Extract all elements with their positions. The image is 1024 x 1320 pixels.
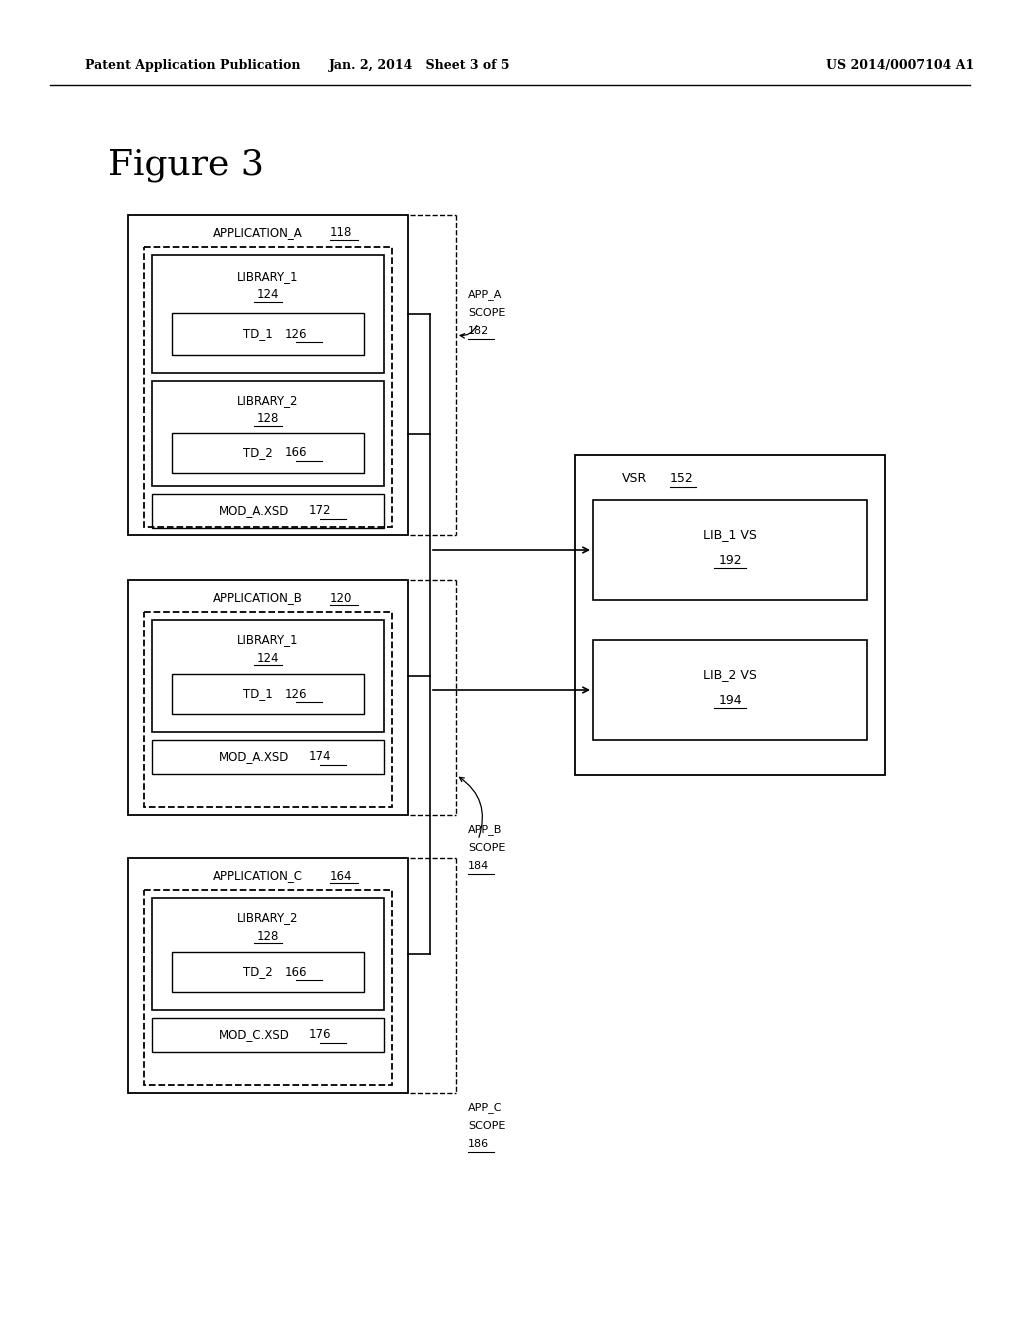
Text: LIBRARY_1: LIBRARY_1 <box>238 634 299 647</box>
Text: LIBRARY_2: LIBRARY_2 <box>238 912 299 924</box>
Text: 172: 172 <box>309 504 331 517</box>
Text: 128: 128 <box>257 412 280 425</box>
Bar <box>593 500 867 601</box>
Text: TD_1: TD_1 <box>243 327 272 341</box>
Text: 164: 164 <box>330 870 352 883</box>
Text: LIB_2 VS: LIB_2 VS <box>703 668 757 681</box>
Text: SCOPE: SCOPE <box>468 843 506 853</box>
Bar <box>144 890 392 1085</box>
Bar <box>144 612 392 807</box>
Bar <box>172 675 364 714</box>
Text: 128: 128 <box>257 929 280 942</box>
Text: 152: 152 <box>670 473 693 486</box>
Text: 126: 126 <box>285 327 307 341</box>
Bar <box>152 741 384 774</box>
Text: APP_A: APP_A <box>468 289 503 301</box>
Bar <box>172 952 364 993</box>
Text: APPLICATION_A: APPLICATION_A <box>213 227 303 239</box>
Text: MOD_C.XSD: MOD_C.XSD <box>218 1028 290 1041</box>
Text: LIB_1 VS: LIB_1 VS <box>703 528 757 541</box>
Text: 126: 126 <box>285 688 307 701</box>
Bar <box>152 494 384 528</box>
Text: MOD_A.XSD: MOD_A.XSD <box>219 504 289 517</box>
Text: 118: 118 <box>330 227 352 239</box>
Text: 176: 176 <box>309 1028 331 1041</box>
Text: 166: 166 <box>285 446 307 459</box>
Text: TD_1: TD_1 <box>243 688 272 701</box>
Bar <box>128 215 408 535</box>
Text: TD_2: TD_2 <box>243 446 272 459</box>
Text: 192: 192 <box>718 553 741 566</box>
Bar <box>593 640 867 741</box>
Text: APPLICATION_C: APPLICATION_C <box>213 870 303 883</box>
Text: APP_C: APP_C <box>468 1102 503 1114</box>
Text: 174: 174 <box>309 751 331 763</box>
Text: 182: 182 <box>468 326 489 337</box>
Text: US 2014/0007104 A1: US 2014/0007104 A1 <box>826 58 974 71</box>
Bar <box>128 579 408 814</box>
Bar <box>128 858 408 1093</box>
Text: Patent Application Publication: Patent Application Publication <box>85 58 300 71</box>
Text: 120: 120 <box>330 591 352 605</box>
Bar <box>152 620 384 733</box>
Text: MOD_A.XSD: MOD_A.XSD <box>219 751 289 763</box>
Text: LIBRARY_2: LIBRARY_2 <box>238 395 299 408</box>
Text: APP_B: APP_B <box>468 825 503 836</box>
Text: 186: 186 <box>468 1139 489 1148</box>
Bar <box>172 313 364 355</box>
Bar <box>152 381 384 486</box>
Text: 166: 166 <box>285 965 307 978</box>
Text: 124: 124 <box>257 652 280 664</box>
Text: Figure 3: Figure 3 <box>108 148 264 182</box>
Text: LIBRARY_1: LIBRARY_1 <box>238 271 299 284</box>
Bar <box>172 433 364 473</box>
Text: SCOPE: SCOPE <box>468 308 506 318</box>
Bar <box>144 247 392 527</box>
Text: 194: 194 <box>718 693 741 706</box>
Text: TD_2: TD_2 <box>243 965 272 978</box>
Text: 124: 124 <box>257 289 280 301</box>
Text: APPLICATION_B: APPLICATION_B <box>213 591 303 605</box>
Bar <box>575 455 885 775</box>
Text: VSR: VSR <box>623 473 647 486</box>
Bar <box>152 1018 384 1052</box>
Text: Jan. 2, 2014   Sheet 3 of 5: Jan. 2, 2014 Sheet 3 of 5 <box>330 58 511 71</box>
Bar <box>152 898 384 1010</box>
Bar <box>152 255 384 374</box>
Text: SCOPE: SCOPE <box>468 1121 506 1131</box>
Text: 184: 184 <box>468 861 489 871</box>
